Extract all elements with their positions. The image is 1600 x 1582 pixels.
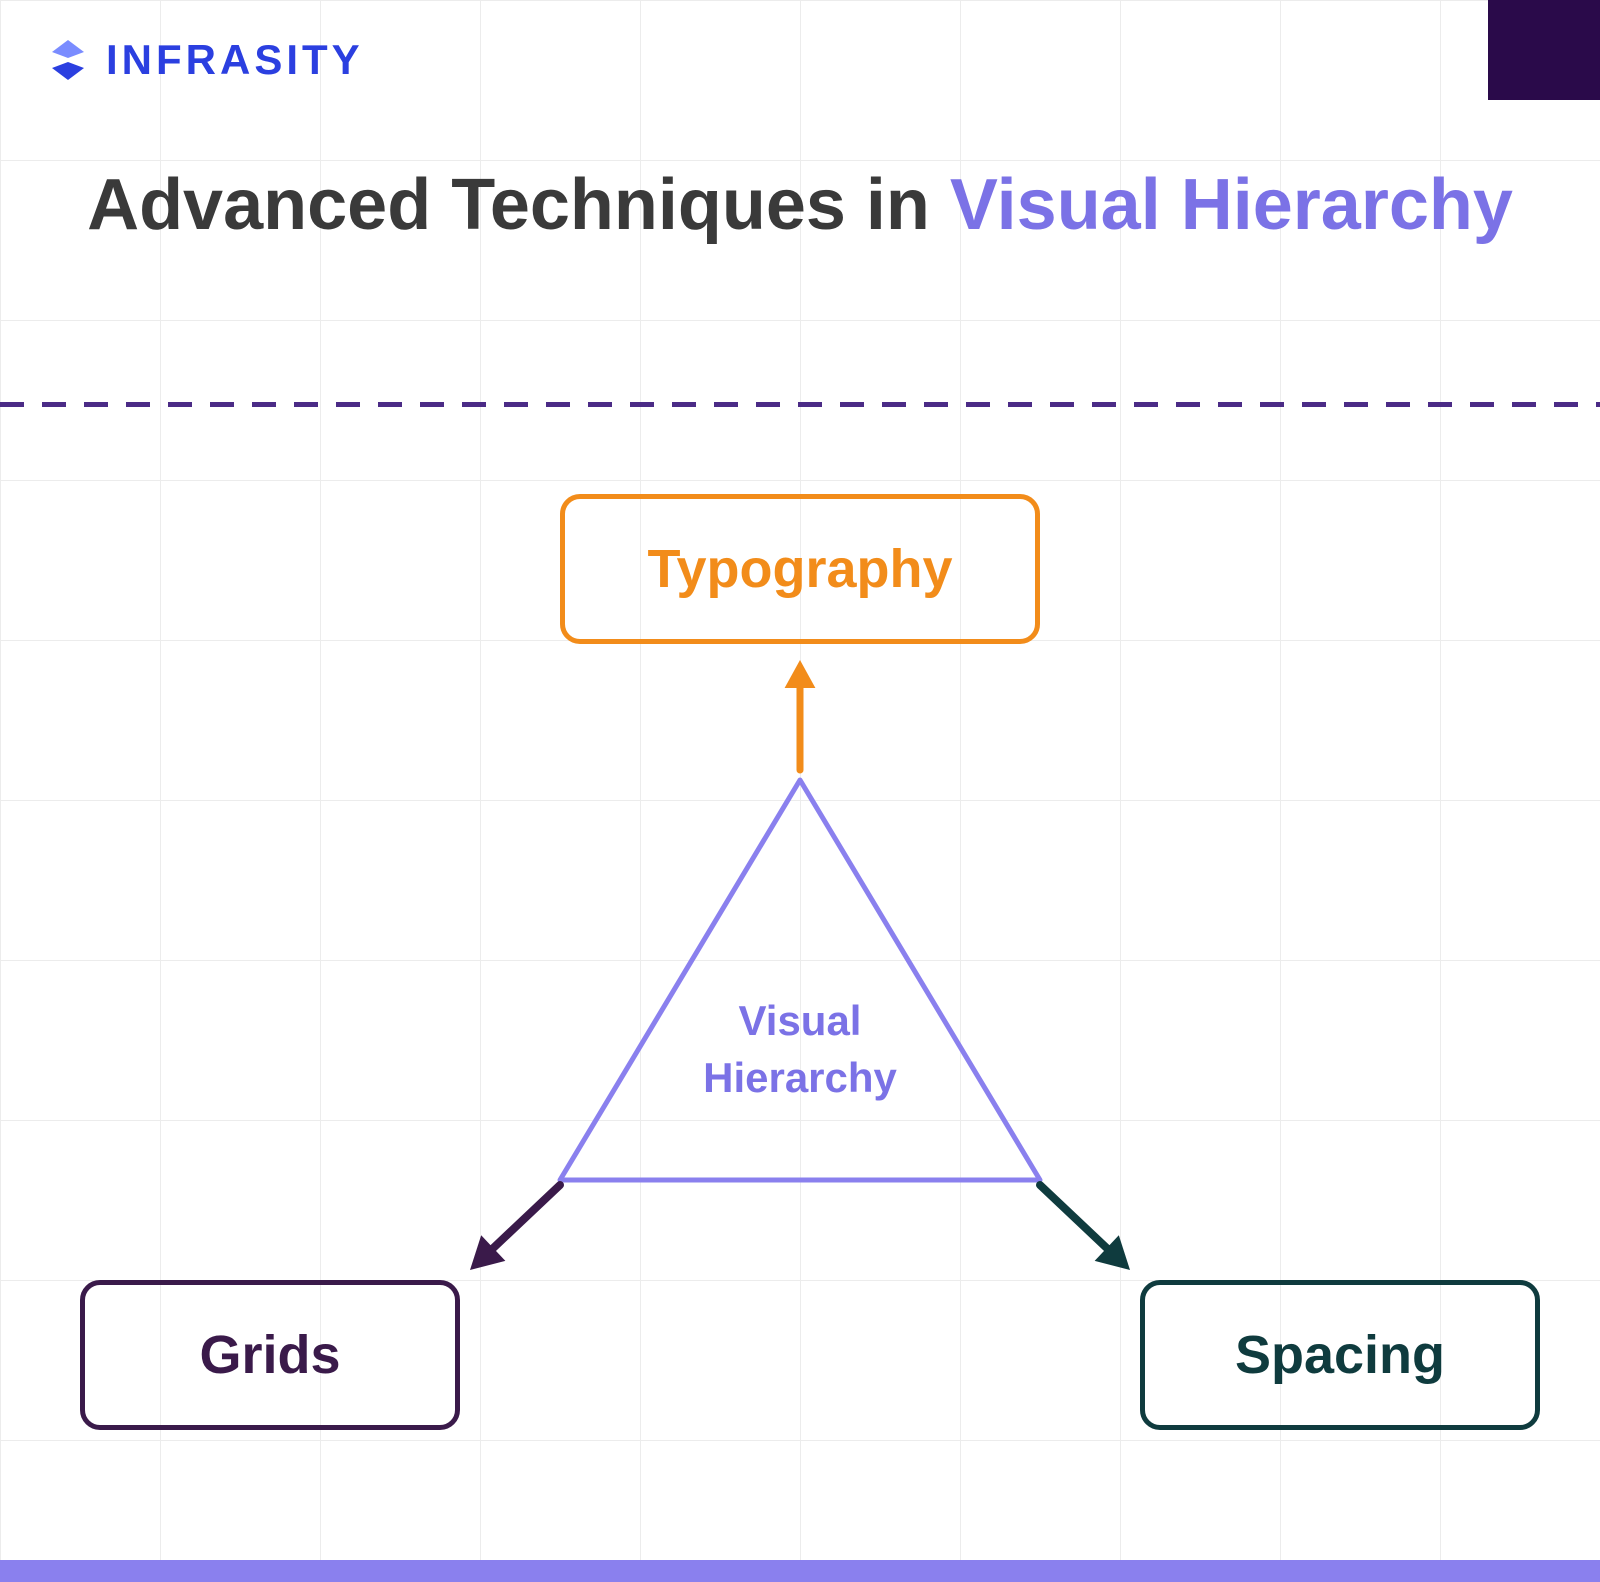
arrow-right-icon <box>0 0 1600 1582</box>
footer-bar <box>0 1560 1600 1582</box>
